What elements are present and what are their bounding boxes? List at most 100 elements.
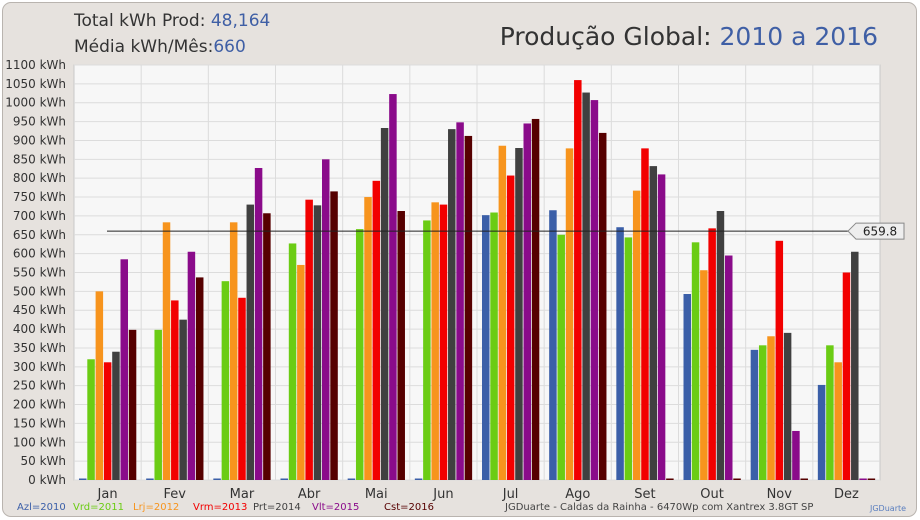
- x-tick-label: Mai: [365, 487, 388, 502]
- monthly-average-value: 660: [213, 37, 246, 57]
- bar: [330, 191, 338, 481]
- bar: [549, 210, 557, 480]
- bar: [800, 478, 808, 480]
- bar: [246, 204, 255, 480]
- bar: [372, 180, 381, 480]
- y-tick-label: 700 kWh: [13, 209, 66, 223]
- bar: [716, 211, 725, 480]
- y-tick-label: 400 kWh: [13, 322, 66, 336]
- legend-2016: Cst=2016: [384, 502, 434, 513]
- y-tick-label: 900 kWh: [13, 133, 66, 147]
- y-tick-label: 950 kWh: [13, 115, 66, 129]
- bar: [708, 228, 716, 480]
- bar: [229, 222, 238, 480]
- bar: [641, 148, 649, 481]
- bar: [313, 205, 322, 480]
- bar: [632, 190, 641, 480]
- y-tick-label: 750 kWh: [13, 190, 66, 204]
- bar: [397, 211, 405, 480]
- bar: [767, 336, 775, 480]
- bar: [691, 242, 700, 480]
- bar: [565, 148, 574, 481]
- bar: [792, 430, 800, 480]
- y-tick-label: 500 kWh: [13, 284, 66, 298]
- bar: [112, 351, 120, 480]
- bar: [783, 332, 792, 480]
- y-tick-label: 50 kWh: [20, 454, 66, 468]
- bar: [733, 478, 741, 480]
- bar: [523, 123, 531, 481]
- bar: [683, 294, 691, 480]
- bar: [557, 234, 565, 480]
- bar: [179, 319, 187, 480]
- bar: [859, 478, 867, 480]
- bar: [826, 345, 834, 480]
- y-tick-label: 1050 kWh: [5, 77, 66, 91]
- legend-2012: Lrj=2012: [133, 502, 180, 513]
- bar: [498, 145, 507, 480]
- bar: [254, 167, 263, 480]
- bar: [867, 478, 876, 480]
- bar: [120, 259, 128, 480]
- bar: [842, 272, 851, 480]
- y-tick-label: 550 kWh: [13, 266, 66, 280]
- bar: [490, 212, 498, 480]
- bar: [305, 199, 313, 480]
- y-tick-label: 350 kWh: [13, 341, 66, 355]
- legend-2014: Prt=2014: [253, 502, 301, 513]
- y-tick-label: 650 kWh: [13, 228, 66, 242]
- bar: [431, 202, 439, 480]
- bar: [700, 270, 708, 480]
- bar: [624, 237, 633, 480]
- chart-credit: JGDuarte - Caldas da Rainha - 6470Wp com…: [505, 502, 814, 513]
- bar: [423, 220, 431, 480]
- y-tick-label: 300 kWh: [13, 360, 66, 374]
- bar: [775, 240, 784, 480]
- bar: [666, 478, 674, 480]
- bar: [389, 94, 397, 481]
- monthly-average-label: Média kWh/Mês:: [74, 37, 214, 57]
- bar: [347, 478, 356, 480]
- bar: [263, 213, 271, 480]
- bar: [297, 264, 305, 480]
- x-tick-label: Jun: [432, 487, 453, 502]
- y-tick-label: 200 kWh: [13, 398, 66, 412]
- bar: [195, 277, 204, 480]
- y-tick-label: 800 kWh: [13, 171, 66, 185]
- chart-title-label: Produção Global:: [499, 22, 712, 51]
- bar: [439, 204, 448, 480]
- monthly-average: Média kWh/Mês:660: [74, 37, 246, 57]
- bar: [590, 100, 599, 480]
- x-tick-label: Jan: [97, 487, 118, 502]
- bar: [515, 148, 523, 480]
- x-tick-label: Ago: [565, 487, 590, 502]
- bar: [456, 122, 464, 480]
- bar: [221, 281, 230, 480]
- y-tick-label: 100 kWh: [13, 435, 66, 449]
- bar: [79, 478, 87, 480]
- average-label: 659.8: [863, 225, 897, 239]
- chart-title-range: 2010 a 2016: [719, 22, 878, 51]
- x-tick-label: Fev: [164, 487, 187, 502]
- bar: [380, 128, 389, 480]
- bar: [280, 478, 288, 480]
- bar: [128, 329, 137, 480]
- bar: [616, 227, 624, 480]
- y-tick-label: 850 kWh: [13, 152, 66, 166]
- bar: [657, 174, 666, 480]
- chart-title: Produção Global: 2010 a 2016: [500, 22, 878, 51]
- x-tick-label: Abr: [298, 487, 321, 502]
- bar: [238, 297, 246, 480]
- bar: [464, 135, 473, 480]
- bar: [213, 478, 221, 480]
- y-tick-label: 600 kWh: [13, 247, 66, 261]
- bar: [154, 329, 162, 480]
- bar: [506, 175, 515, 481]
- y-tick-label: 1000 kWh: [5, 96, 66, 110]
- y-tick-label: 150 kWh: [13, 416, 66, 430]
- total-production: Total kWh Prod: 48,164: [74, 11, 270, 31]
- total-production-value: 48,164: [210, 11, 271, 31]
- bar: [171, 300, 179, 480]
- bar: [355, 229, 364, 480]
